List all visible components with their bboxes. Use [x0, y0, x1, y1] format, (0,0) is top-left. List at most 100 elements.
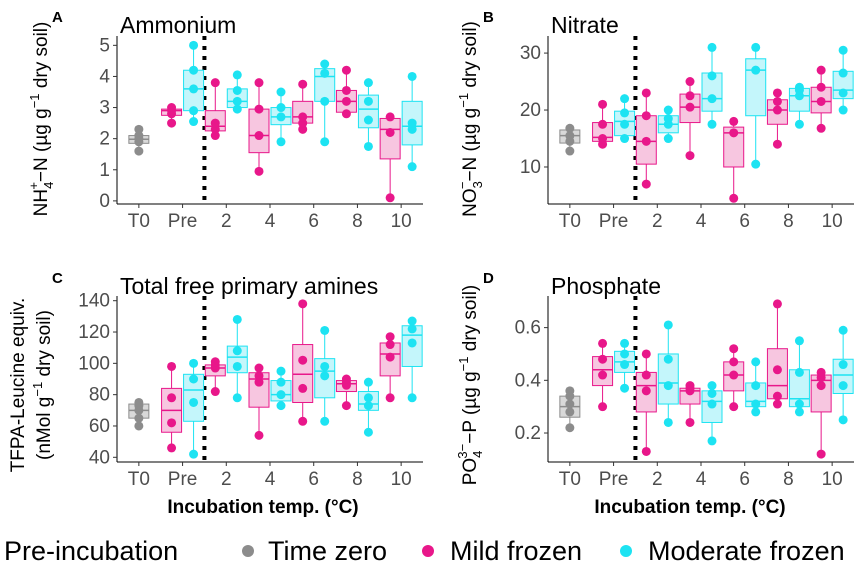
box [183, 373, 205, 422]
data-point [363, 427, 373, 437]
data-point [254, 377, 264, 387]
box-group [559, 386, 581, 433]
data-point [232, 104, 242, 114]
data-point [363, 377, 373, 387]
data-point [685, 102, 695, 112]
data-point [772, 399, 782, 409]
data-point [189, 106, 199, 116]
ylab-a-sup: + [26, 182, 41, 190]
x-tick-label-a: T0 [128, 211, 150, 232]
data-point [838, 325, 848, 335]
data-point [320, 59, 330, 69]
x-axis-label-d: Incubation temp. (°C) [594, 497, 785, 518]
data-point [298, 299, 308, 309]
y-tick-label-c: 100 [78, 353, 110, 374]
data-point [794, 82, 804, 92]
data-point [685, 151, 695, 161]
data-point [641, 370, 651, 380]
x-tick-label-b: 8 [783, 211, 794, 232]
y-tick-label-b: 20 [520, 100, 541, 121]
data-point [663, 114, 673, 124]
data-point [167, 443, 177, 453]
data-point [794, 407, 804, 417]
data-point [276, 366, 286, 376]
data-point [663, 134, 673, 144]
data-point [341, 401, 351, 411]
data-point [772, 299, 782, 309]
ylab-b-mid: −N (µg g [460, 108, 481, 182]
legend-label-time-zero: Time zero [268, 536, 387, 566]
box-group [314, 325, 336, 426]
data-point [341, 374, 351, 384]
x-tick-label-c: Pre [168, 469, 198, 490]
data-point [794, 399, 804, 409]
data-point [751, 42, 761, 52]
data-point [167, 418, 177, 428]
legend-key-mild-frozen [422, 545, 434, 557]
data-point [189, 40, 199, 50]
data-point [663, 320, 673, 330]
box-group [788, 82, 810, 129]
box-group [723, 116, 745, 203]
data-point [385, 112, 395, 122]
box-group [204, 357, 226, 397]
legend-label-mild-frozen: Mild frozen [450, 536, 582, 566]
box-group [248, 78, 270, 176]
ylab-d-mid: −P (µg g [460, 371, 481, 443]
data-point [254, 104, 264, 114]
data-point [729, 116, 739, 126]
data-point [134, 421, 144, 431]
panel-b: B Nitrate NO3−−N (µg g−1 dry soil) [455, 9, 619, 217]
data-point [838, 415, 848, 425]
data-point [189, 117, 199, 127]
data-point [385, 393, 395, 403]
data-point [320, 416, 330, 426]
data-point [598, 354, 608, 364]
x-axis-label-c: Incubation temp. (°C) [167, 497, 358, 518]
data-point [641, 88, 651, 98]
data-point [320, 371, 330, 381]
data-point [167, 361, 177, 371]
data-point [385, 332, 395, 342]
data-point [772, 139, 782, 149]
x-tick-label-a: 2 [221, 211, 232, 232]
data-point [254, 371, 264, 381]
x-tick-label-b: 10 [822, 211, 843, 232]
y-tick-label-d: 0.4 [515, 370, 542, 391]
data-point [232, 70, 242, 80]
legend-key-moderate-frozen [620, 545, 632, 557]
data-point [134, 413, 144, 423]
data-point [341, 65, 351, 75]
y-tick-label-c: 60 [89, 416, 110, 437]
panel-letter-d: D [483, 270, 494, 287]
data-point [232, 393, 242, 403]
x-tick-label-c: 10 [391, 469, 412, 490]
plot-c: 40 60 80 100 120 140 T0 Pre 2 4 6 8 10 [78, 291, 423, 490]
legend: Pre-incubation Time zero Mild frozen Mod… [4, 536, 845, 566]
data-point [838, 45, 848, 55]
data-point [663, 417, 673, 427]
box-group [559, 123, 581, 156]
x-tick-label-c: 8 [352, 469, 363, 490]
y-tick-label-c: 80 [89, 385, 110, 406]
data-point [620, 349, 630, 359]
box-group [204, 78, 226, 141]
y-tick-label-a: 5 [99, 35, 110, 56]
x-tick-label-b: 6 [739, 211, 750, 232]
data-point [751, 399, 761, 409]
box-group [701, 42, 723, 129]
data-point [707, 436, 717, 446]
data-point [320, 361, 330, 371]
data-point [641, 446, 651, 456]
data-point [641, 111, 651, 121]
data-point [565, 407, 575, 417]
data-point [320, 325, 330, 335]
box-group [357, 377, 379, 437]
y-tick-label-a: 0 [99, 191, 110, 212]
data-point [254, 131, 264, 141]
data-point [620, 383, 630, 393]
data-point [772, 105, 782, 115]
data-point [210, 78, 220, 88]
box-group [635, 349, 657, 456]
data-point [298, 79, 308, 89]
